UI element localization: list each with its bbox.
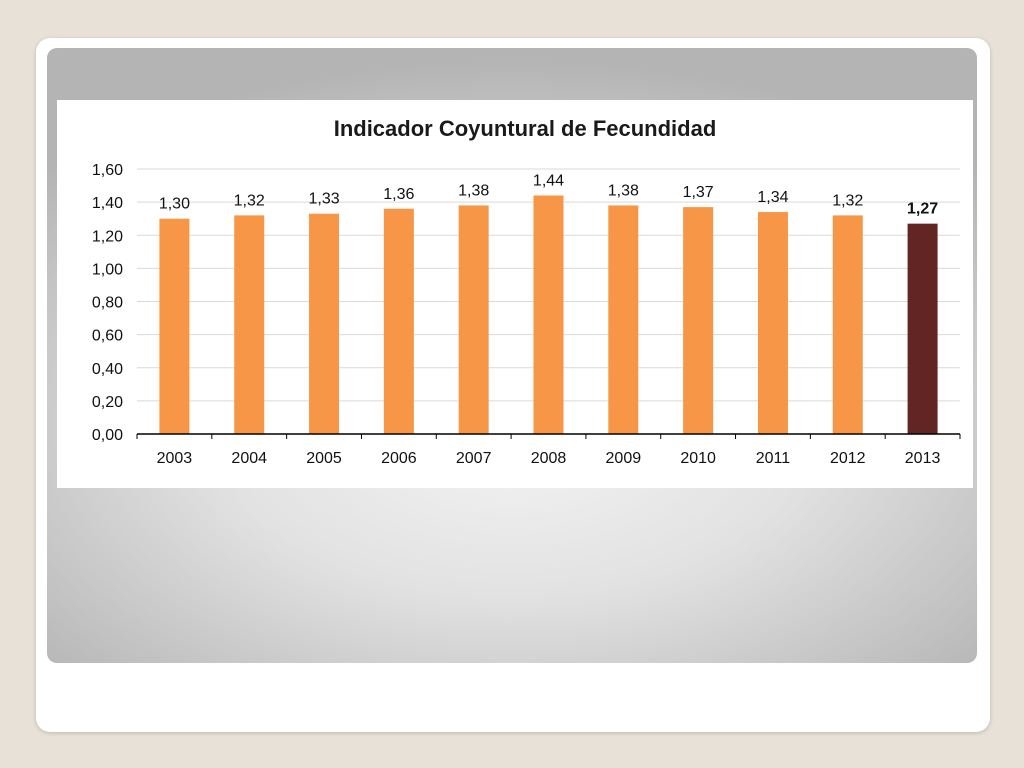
y-tick-label: 1,20 (92, 228, 123, 245)
x-tick-label: 2006 (381, 450, 417, 467)
y-tick-label: 1,00 (92, 261, 123, 278)
x-tick-label: 2009 (606, 450, 642, 467)
x-tick-label: 2004 (231, 450, 267, 467)
bar-2011 (757, 212, 788, 434)
x-tick-label: 2013 (905, 450, 941, 467)
bar-2006 (383, 208, 414, 434)
y-tick-label: 0,40 (92, 361, 123, 378)
bar-2012 (832, 215, 863, 434)
x-tick-label: 2010 (680, 450, 716, 467)
y-tick-label: 0,20 (92, 394, 123, 411)
bars (159, 195, 938, 434)
x-tick-label: 2007 (456, 450, 492, 467)
y-tick-label: 1,40 (92, 195, 123, 212)
x-tick-label: 2005 (306, 450, 342, 467)
y-tick-label: 0,00 (92, 427, 123, 444)
bar-2004 (234, 215, 265, 434)
chart-card: 0,00 0,20 0,40 0,60 0,80 1,00 1,20 1,40 1,60 1,30… (57, 100, 973, 488)
data-label-2010: 1,37 (683, 184, 714, 201)
x-tick-label: 2011 (756, 450, 791, 467)
y-tick-label: 0,60 (92, 328, 123, 345)
bar-2013 (907, 223, 938, 434)
data-label-2005: 1,33 (308, 191, 339, 208)
x-tick-label: 2008 (531, 450, 567, 467)
bar-2008 (533, 195, 564, 434)
labels: 0,00 0,20 0,40 0,60 0,80 1,00 1,20 1,40 1,60 1,30… (92, 162, 941, 467)
data-label-2011: 1,34 (757, 189, 788, 206)
bar-chart: 0,00 0,20 0,40 0,60 0,80 1,00 1,20 1,40 1,60 1,30… (92, 116, 961, 467)
data-label-2008: 1,44 (533, 173, 564, 190)
bar-2010 (683, 207, 714, 434)
x-tick-label: 2003 (157, 450, 193, 467)
data-label-2012: 1,32 (832, 192, 863, 209)
axes (136, 433, 961, 439)
bar-2005 (309, 213, 340, 434)
x-tick-label: 2012 (830, 450, 866, 467)
data-label-2003: 1,30 (159, 196, 190, 213)
chart-title: Indicador Coyuntural de Fecundidad (334, 116, 717, 141)
bar-2007 (458, 205, 489, 434)
data-label-2004: 1,32 (234, 192, 265, 209)
data-label-2006: 1,36 (383, 186, 414, 203)
data-label-2013: 1,27 (907, 201, 938, 218)
bar-2009 (608, 205, 639, 434)
data-label-2007: 1,38 (458, 182, 489, 199)
bar-2003 (159, 218, 190, 434)
y-tick-label: 0,80 (92, 295, 123, 312)
y-tick-label: 1,60 (92, 162, 123, 179)
data-label-2009: 1,38 (608, 182, 639, 199)
